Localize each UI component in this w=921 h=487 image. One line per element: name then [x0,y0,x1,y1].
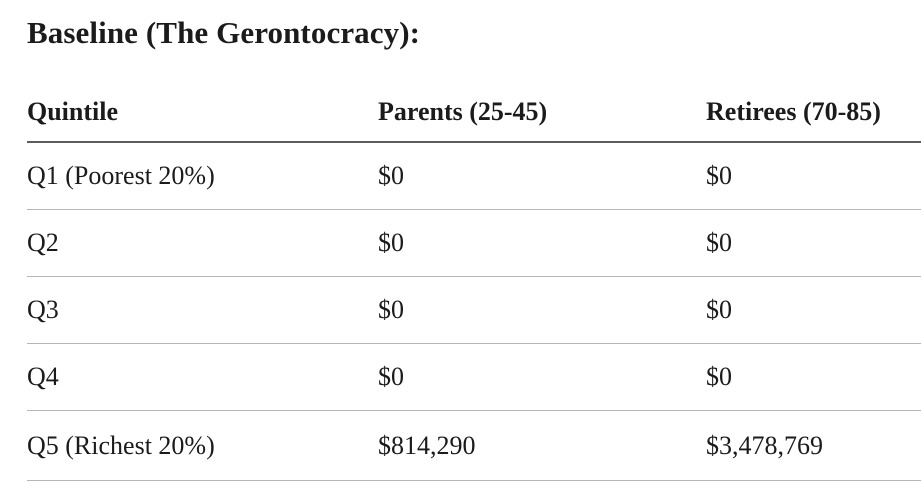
column-header-retirees: Retirees (70-85) [706,97,881,126]
column-header-parents: Parents (25-45) [378,97,548,126]
parents-cell: $814,290 [378,430,476,460]
retirees-cell: $0 [706,228,732,257]
quintile-cell: Q4 [27,362,59,391]
quintile-cell: Q2 [27,228,59,257]
quintile-wealth-table: Quintile Parents (25-45) Retirees (70-85… [27,50,921,481]
parents-cell: $0 [378,362,404,391]
quintile-cell: Q5 (Richest 20%) [27,430,215,460]
parents-cell: $0 [378,161,404,190]
table-row: Q5 (Richest 20%) $814,290 $3,478,769 [27,411,921,481]
retirees-cell: $0 [706,161,732,190]
section-title: Baseline (The Gerontocracy): [27,15,421,50]
quintile-cell: Q1 (Poorest 20%) [27,161,215,190]
table-header-row: Quintile Parents (25-45) Retirees (70-85… [27,50,921,143]
retirees-cell: $0 [706,295,732,324]
parents-cell: $0 [378,295,404,324]
table-row: Q2 $0 $0 [27,210,921,277]
retirees-cell: $0 [706,362,732,391]
column-header-quintile: Quintile [27,97,119,126]
quintile-cell: Q3 [27,295,59,324]
table-row: Q1 (Poorest 20%) $0 $0 [27,143,921,210]
parents-cell: $0 [378,228,404,257]
table-row: Q4 $0 $0 [27,344,921,411]
table-row: Q3 $0 $0 [27,277,921,344]
retirees-cell: $3,478,769 [706,430,823,460]
table-body: Q1 (Poorest 20%) $0 $0 Q2 $0 $0 Q3 $0 $0 Q4 $0 $0 Q5… [27,143,921,481]
